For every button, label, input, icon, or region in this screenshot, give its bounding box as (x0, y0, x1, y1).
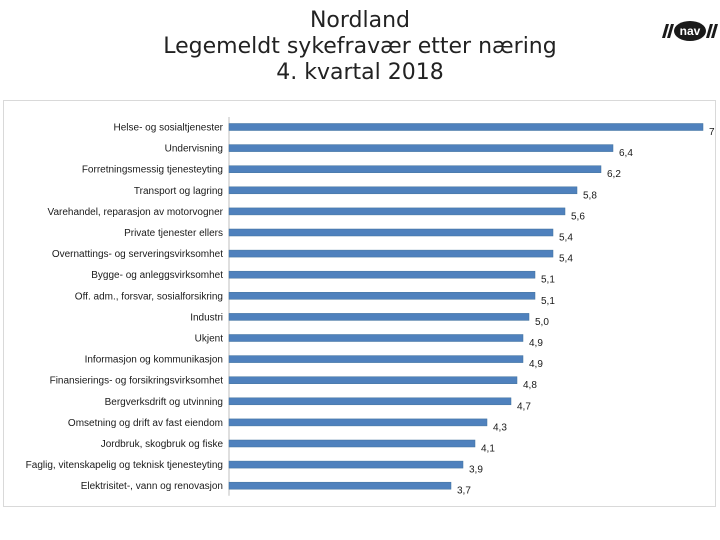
data-label: 3,7 (457, 486, 471, 497)
category-label: Jordbruk, skogbruk og fiske (101, 439, 224, 450)
bar (228, 397, 512, 406)
data-label: 5,0 (535, 317, 549, 328)
title-period: 4. kvartal 2018 (276, 60, 444, 85)
bar (228, 460, 464, 469)
nav-logo-icon: nav (662, 21, 718, 41)
category-label: Finansierings- og forsikringsvirksomhet (50, 376, 224, 387)
data-label: 4,8 (523, 380, 537, 391)
bar (228, 334, 524, 342)
bar-chart: Helse- og sosialtjenester Undervisning For… (26, 117, 715, 497)
category-label: Varehandel, reparasjon av motorvogner (48, 207, 224, 218)
data-label: 5,4 (559, 254, 573, 265)
category-label: Ukjent (195, 334, 224, 345)
category-label: Forretningsmessig tjenesteyting (82, 165, 223, 176)
bar (228, 481, 452, 490)
category-label: Off. adm., forsvar, sosialforsikring (75, 291, 223, 302)
bar (228, 228, 554, 237)
category-label: Transport og lagring (134, 186, 223, 197)
logo-text: nav (680, 24, 701, 38)
data-label: 5,6 (571, 211, 585, 222)
category-label: Industri (190, 312, 223, 323)
category-label: Faglig, vitenskapelig og teknisk tjenest… (26, 460, 223, 471)
title-main: Legemeldt sykefravær etter næring (163, 34, 557, 59)
data-label: 4,1 (481, 444, 495, 455)
bar (228, 376, 518, 384)
data-label: 6,4 (619, 148, 633, 159)
bar (228, 249, 554, 258)
bar (228, 186, 578, 195)
data-label: 4,9 (529, 359, 543, 370)
data-label: 6,2 (607, 169, 621, 180)
category-label: Elektrisitet-, vann og renovasjon (81, 481, 223, 492)
bar (228, 123, 704, 131)
bar (228, 355, 524, 363)
category-label: Private tjenester ellers (124, 228, 223, 239)
category-label: Helse- og sosialtjenester (114, 123, 224, 134)
data-label: 5,1 (541, 275, 555, 286)
category-label: Bygge- og anleggsvirksomhet (91, 270, 223, 281)
bar (228, 292, 536, 300)
data-label: 5,1 (541, 296, 555, 307)
chart-title: Nordland Legemeldt sykefravær etter næri… (0, 8, 720, 86)
category-label: Undervisning (165, 144, 223, 155)
category-label: Bergverksdrift og utvinning (105, 397, 223, 408)
data-label: 5,4 (559, 233, 573, 244)
bar (228, 270, 536, 279)
bar (228, 144, 614, 152)
category-label: Omsetning og drift av fast eiendom (68, 418, 223, 429)
data-label: 7,9 (709, 127, 715, 138)
bar (228, 165, 602, 173)
data-label: 4,7 (517, 401, 531, 412)
category-label: Overnattings- og serveringsvirksomhet (52, 249, 223, 260)
data-label: 4,3 (493, 422, 507, 433)
data-label: 5,8 (583, 190, 597, 201)
bar (228, 207, 566, 216)
bar (228, 439, 476, 448)
title-region: Nordland (309, 8, 411, 33)
bar (228, 313, 530, 321)
chart-frame: Helse- og sosialtjenester Undervisning For… (3, 100, 716, 507)
data-label: 3,9 (469, 465, 483, 476)
bar (228, 418, 488, 427)
category-label: Informasjon og kommunikasjon (85, 355, 223, 366)
data-label: 4,9 (529, 338, 543, 349)
